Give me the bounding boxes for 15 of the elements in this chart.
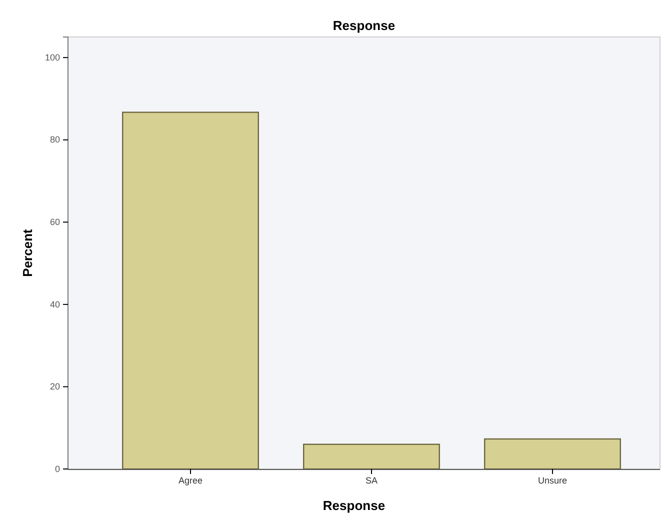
y-tick-label: 0: [54, 464, 60, 474]
bar: [484, 438, 621, 470]
y-tick-label: 80: [50, 134, 60, 145]
bar: [122, 112, 259, 470]
x-tick-label: Agree: [178, 475, 203, 486]
y-axis-title: Percent: [20, 228, 35, 277]
y-tick-label: 20: [50, 382, 60, 392]
y-tick-label: 60: [50, 217, 60, 228]
bar: [303, 444, 440, 470]
y-tick-label: 40: [50, 299, 60, 310]
x-axis-title: Response: [322, 498, 386, 513]
x-tick-label: SA: [365, 475, 378, 486]
x-tick-label: Unsure: [538, 475, 568, 486]
y-tick-label: 100: [44, 52, 60, 62]
chart-title: Response: [332, 18, 396, 33]
